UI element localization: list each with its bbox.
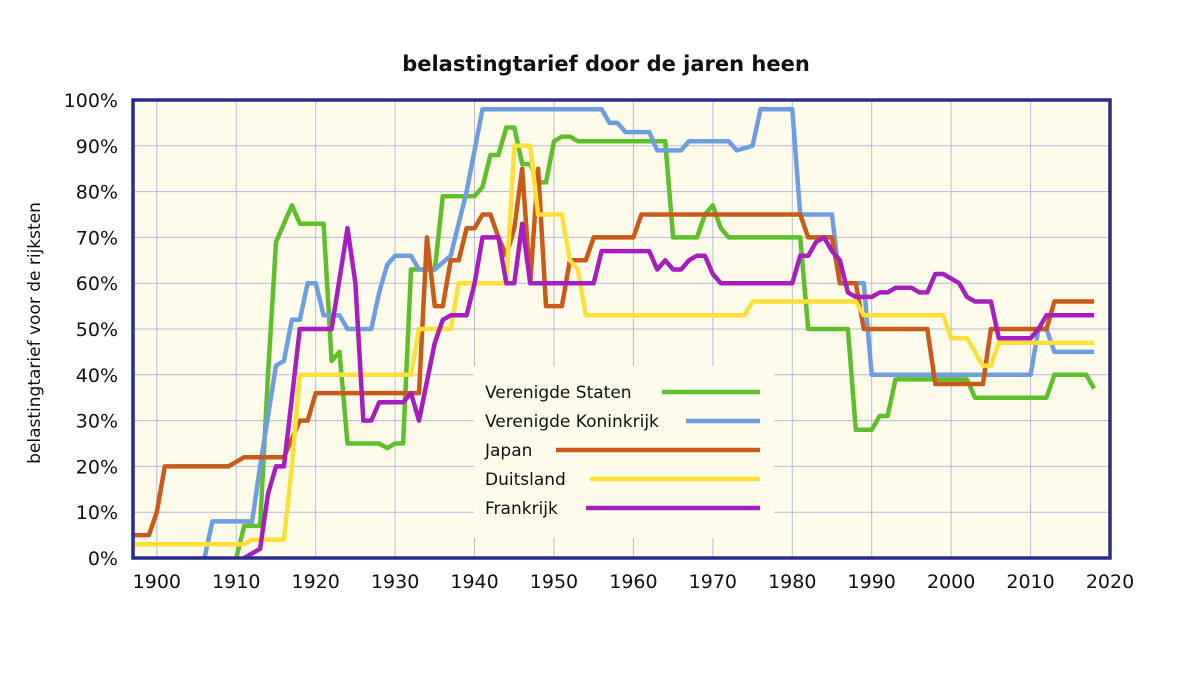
x-tick-label: 1970 xyxy=(689,571,737,593)
y-ticks: 0% 10% 20% 30% 40% 50% 60% 70% 80% 90% 100% xyxy=(64,90,118,570)
x-ticks: 1900 1910 1920 1930 1940 1950 1960 1970 1980 1990… xyxy=(133,571,1135,593)
x-tick-label: 1930 xyxy=(371,571,419,593)
y-tick-label: 60% xyxy=(76,273,118,295)
series-line xyxy=(243,221,1095,560)
series-layer xyxy=(133,106,1097,560)
x-tick-label: 1960 xyxy=(609,571,657,593)
y-tick-label: 70% xyxy=(76,227,118,249)
y-tick-label: 50% xyxy=(76,319,118,341)
x-tick-label: 1950 xyxy=(530,571,578,593)
x-tick-label: 2020 xyxy=(1086,571,1134,593)
plot-frame xyxy=(131,98,1112,560)
y-tick-label: 20% xyxy=(76,456,118,478)
y-tick-label: 30% xyxy=(76,411,118,433)
y-tick-label: 40% xyxy=(76,365,118,387)
series-line xyxy=(133,143,1095,547)
y-tick-label: 90% xyxy=(76,136,118,158)
x-tick-label: 1910 xyxy=(212,571,260,593)
chart-title: belastingtarief door de jaren heen xyxy=(402,52,810,76)
x-tick-label: 1940 xyxy=(450,571,498,593)
legend-label: Verenigde Koninkrijk xyxy=(485,412,659,432)
x-tick-label: 1990 xyxy=(848,571,896,593)
x-tick-label: 1900 xyxy=(133,571,181,593)
y-axis-label: belastingtarief voor de rijksten xyxy=(25,202,45,464)
x-tick-label: 2010 xyxy=(1006,571,1054,593)
y-tick-label: 100% xyxy=(64,90,118,112)
legend-label: Duitsland xyxy=(485,470,566,490)
legend-label: Verenigde Staten xyxy=(485,383,632,403)
legend: Verenigde Staten Verenigde Koninkrijk Japa… xyxy=(474,366,774,538)
y-tick-label: 10% xyxy=(76,502,118,524)
x-tick-label: 2000 xyxy=(927,571,975,593)
y-tick-label: 0% xyxy=(88,548,118,570)
x-tick-label: 1980 xyxy=(768,571,816,593)
legend-label: Japan xyxy=(484,441,532,461)
legend-label: Frankrijk xyxy=(485,499,558,519)
y-tick-label: 80% xyxy=(76,182,118,204)
x-tick-label: 1920 xyxy=(292,571,340,593)
